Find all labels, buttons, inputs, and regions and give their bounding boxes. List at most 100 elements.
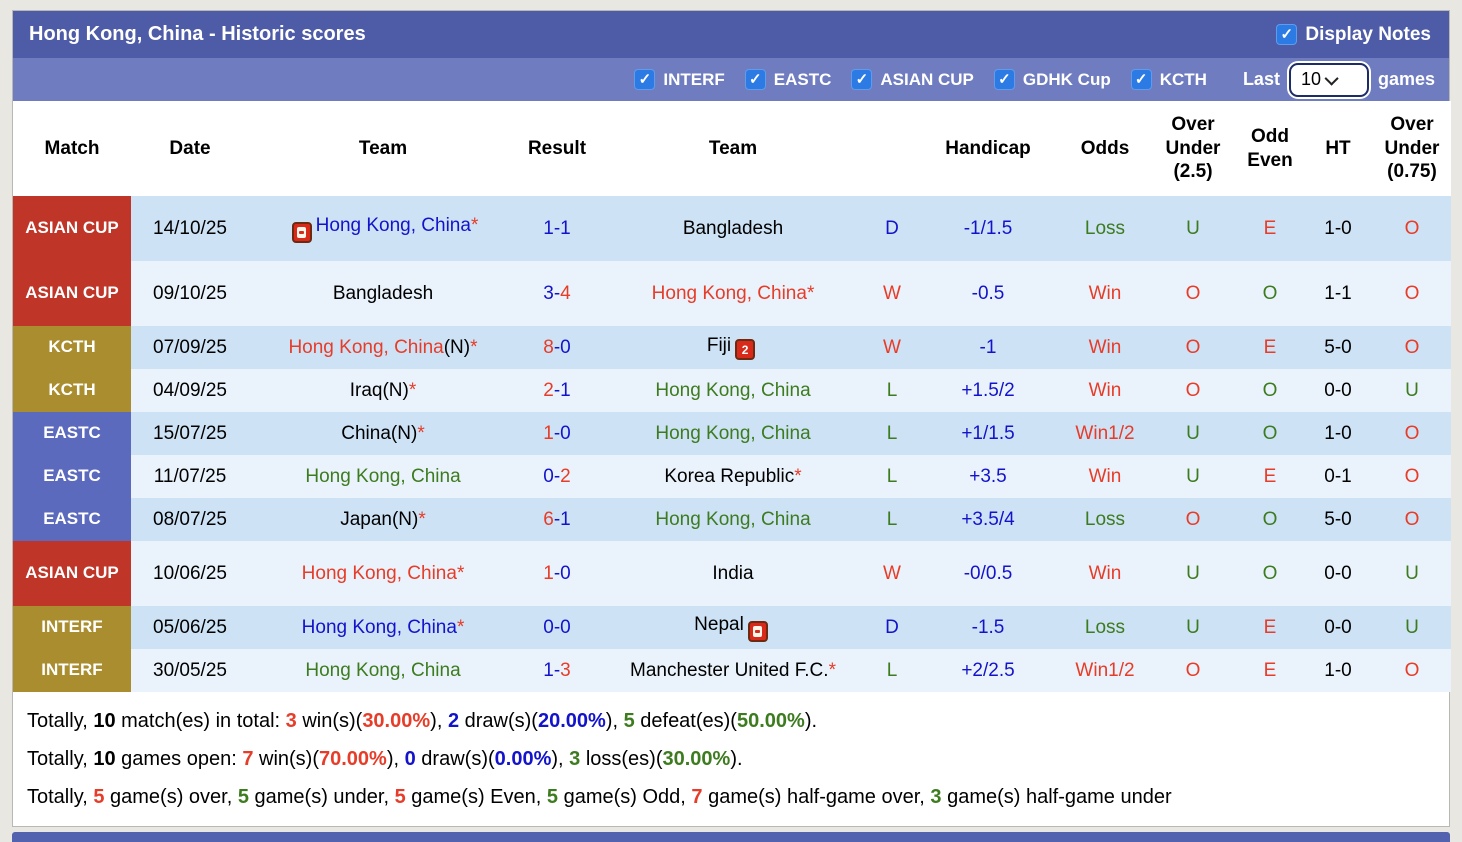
away-team-cell: Korea Republic* [597,455,869,498]
result-cell: 6-1 [517,498,597,541]
date-cell: 11/07/25 [153,465,227,487]
filter-label: KCTH [1159,69,1207,89]
team-name: Hong Kong, China [655,422,811,444]
over-under-075-cell: O [1404,508,1420,530]
team-name: Iraq [349,379,383,401]
date-cell: 04/09/25 [153,379,227,401]
totals-segment: match(es) in total: [115,710,286,732]
result-away: 0 [560,336,571,358]
totals-section: Totally, 10 match(es) in total: 3 win(s)… [13,692,1449,826]
totals-segment: defeat(es)( [634,710,737,732]
result-cell: 3-4 [517,261,597,326]
odd-even-cell: E [1263,616,1277,638]
over-under-25-cell: O [1185,379,1201,401]
home-team-cell: Hong Kong, China* [249,541,517,606]
filter-item-interf[interactable]: ✓ INTERF [634,69,725,90]
column-header-9: Odd Even [1247,125,1293,171]
team-name: Nepal [694,613,744,635]
home-team-cell: Hong Kong, China [249,455,517,498]
odd-even-cell: O [1262,422,1278,444]
totals-segment: 30.00% [662,748,731,770]
date-cell: 05/06/25 [153,616,227,638]
over-under-075-cell: U [1405,379,1419,401]
totals-segment: 70.00% [319,748,387,770]
checkbox-icon[interactable]: ✓ [744,69,766,90]
over-under-075-cell: U [1405,562,1419,584]
table-header-row: Match Date Team Result Team Handicap Odds Over … [13,101,1451,196]
filter-item-asian-cup[interactable]: ✓ ASIAN CUP [851,69,974,90]
result-away: 0 [560,422,571,444]
table-row: ASIAN CUP 09/10/25 Bangladesh 3-4 Hong Kong,… [13,261,1451,326]
red-card-icon [747,620,768,642]
result-home: 1 [543,562,554,584]
wdl-cell: L [886,659,898,681]
totals-segment: 5 [237,786,249,808]
away-team-cell: Fiji 2 [597,326,869,369]
half-time-cell: 1-0 [1324,217,1352,239]
neutral-suffix: (N) [443,336,471,358]
totals-segment: Totally, [27,786,94,808]
half-time-cell: 1-1 [1324,282,1352,304]
column-header-0: Match [44,137,100,159]
result-separator: - [553,422,561,444]
last-games-select[interactable]: 10 [1288,62,1369,97]
half-time-cell: 5-0 [1324,336,1352,358]
result-home: 2 [543,379,554,401]
odds-cell: Win [1088,562,1122,584]
checkbox-icon[interactable]: ✓ [993,69,1015,90]
totals-segment: win(s)( [296,710,363,732]
half-time-cell: 1-0 [1324,422,1352,444]
filter-label: ASIAN CUP [880,69,974,89]
totals-segment: ). [730,748,743,770]
home-team-cell: Iraq(N)* [249,369,517,412]
totals-segment: 5 [546,786,559,808]
odd-even-cell: E [1263,336,1277,358]
result-cell: 1-0 [517,541,597,606]
table-row: INTERF 05/06/25 Hong Kong, China* 0-0 Nepal D… [13,606,1451,649]
half-time-cell: 5-0 [1324,508,1352,530]
filter-item-eastc[interactable]: ✓ EASTC [744,69,831,90]
totals-segment: ), [430,710,448,732]
display-notes-checkbox[interactable]: ✓ [1276,24,1298,45]
historic-scores-table: Match Date Team Result Team Handicap Odds Over … [13,101,1451,692]
checkbox-icon[interactable]: ✓ [634,69,656,90]
red-card-icon: 2 [735,339,756,361]
star-marker: * [418,508,426,530]
result-away: 3 [560,659,571,681]
competition-cell: ASIAN CUP [13,196,131,261]
checkbox-icon[interactable]: ✓ [851,69,873,90]
result-separator: - [553,508,561,530]
neutral-suffix: (N) [382,379,409,401]
display-notes-toggle[interactable]: ✓ Display Notes [1276,24,1431,46]
totals-line-3: Totally, 5 game(s) over, 5 game(s) under… [27,778,1435,816]
totals-segment: 50.00% [736,710,805,732]
wdl-cell: L [886,379,898,401]
display-notes-label: Display Notes [1305,23,1431,45]
column-header-1: Date [169,137,211,159]
column-header-7: Odds [1080,137,1130,159]
totals-segment: games open: [115,748,243,770]
filter-item-gdhk-cup[interactable]: ✓ GDHK Cup [993,69,1111,90]
filter-item-kcth[interactable]: ✓ KCTH [1130,69,1207,90]
totals-segment: 20.00% [537,710,606,732]
column-header-4: Team [708,137,758,159]
filter-label: GDHK Cup [1022,69,1111,89]
checkbox-icon[interactable]: ✓ [1130,69,1152,90]
star-marker: * [408,379,417,401]
competition-cell: INTERF [13,649,131,692]
half-time-cell: 1-0 [1324,659,1352,681]
last-label: Last [1242,69,1280,89]
result-separator: - [553,217,561,239]
result-away: 2 [560,465,571,487]
date-cell: 14/10/25 [153,217,227,239]
away-team-cell: Hong Kong, China [597,369,869,412]
wdl-cell: W [883,336,901,358]
totals-segment: 0 [404,748,416,770]
over-under-075-cell: O [1404,217,1420,239]
totals-segment: win(s)( [253,748,319,770]
star-marker: * [828,659,836,681]
odds-cell: Loss [1084,616,1126,638]
totals-segment: 5 [394,786,406,808]
result-home: 6 [543,508,554,530]
handicap-cell: +2/2.5 [961,659,1015,681]
